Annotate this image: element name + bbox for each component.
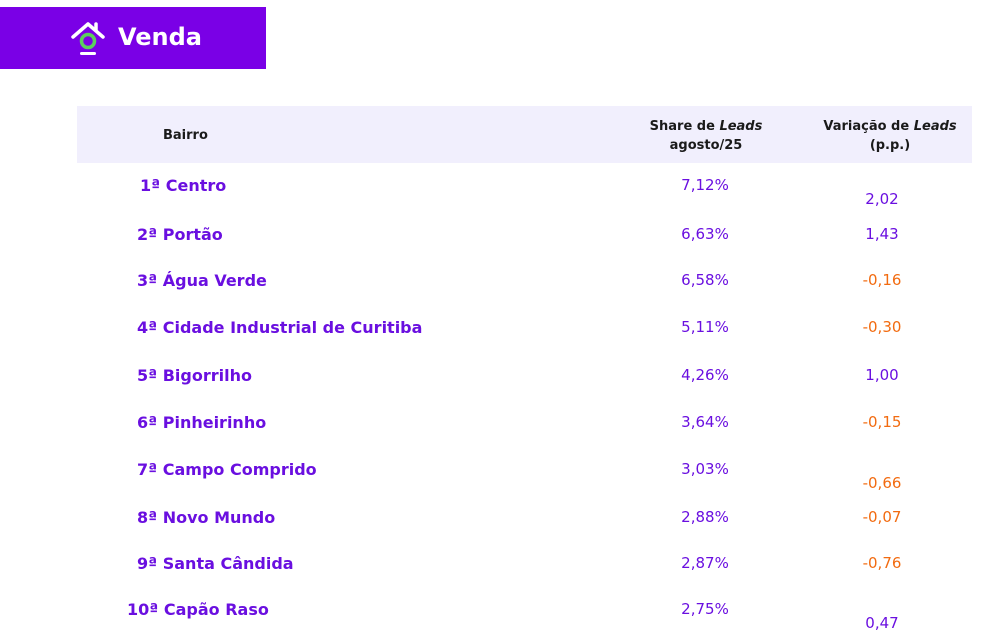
banner-title: Venda <box>118 23 202 51</box>
row-variation: -0,66 <box>862 474 902 492</box>
table-row: 3ª Água Verde 6,58% -0,16 <box>0 271 981 301</box>
table-row: 9ª Santa Cândida 2,87% -0,76 <box>0 554 981 584</box>
row-variation: -0,30 <box>862 318 902 336</box>
table-row: 5ª Bigorrilho 4,26% 1,00 <box>0 366 981 396</box>
table-row: 1ª Centro 7,12% 2,02 <box>0 176 981 208</box>
row-variation: -0,76 <box>862 554 902 572</box>
row-bairro: 9ª Santa Cândida <box>137 554 294 573</box>
row-bairro: 6ª Pinheirinho <box>137 413 267 432</box>
row-bairro: 2ª Portão <box>137 225 223 244</box>
row-variation: 2,02 <box>865 190 899 208</box>
row-variation: 1,00 <box>865 366 899 384</box>
table-row: 2ª Portão 6,63% 1,43 <box>0 225 981 255</box>
row-variation: -0,16 <box>862 271 902 289</box>
table-row: 6ª Pinheirinho 3,64% -0,15 <box>0 413 981 443</box>
row-share: 3,03% <box>681 460 729 478</box>
header-share-period: agosto/25 <box>669 138 743 153</box>
table-row: 10ª Capão Raso 2,75% 0,47 <box>0 600 981 632</box>
row-bairro: 1ª Centro <box>140 176 227 195</box>
header-var-em: Leads <box>913 119 957 134</box>
row-variation: -0,07 <box>862 508 902 526</box>
row-variation: 1,43 <box>865 225 899 243</box>
row-share: 5,11% <box>681 318 729 336</box>
row-share: 2,88% <box>681 508 729 526</box>
header-var-prefix: Variação de <box>823 119 914 134</box>
row-bairro: 7ª Campo Comprido <box>137 460 317 479</box>
row-bairro: 10ª Capão Raso <box>127 600 269 619</box>
table-header: Bairro Share de Leads agosto/25 Variação… <box>77 106 972 163</box>
row-share: 2,87% <box>681 554 729 572</box>
row-bairro: 5ª Bigorrilho <box>137 366 252 385</box>
header-variation: Variação de Leads (p.p.) <box>810 117 970 155</box>
table-row: 4ª Cidade Industrial de Curitiba 5,11% -0,… <box>0 318 981 348</box>
header-share-prefix: Share de <box>649 119 720 134</box>
table-row: 8ª Novo Mundo 2,88% -0,07 <box>0 508 981 538</box>
row-variation: 0,47 <box>865 614 899 632</box>
page-banner: Venda <box>0 7 266 69</box>
row-bairro: 4ª Cidade Industrial de Curitiba <box>137 318 423 337</box>
table-row: 7ª Campo Comprido 3,03% -0,66 <box>0 460 981 492</box>
header-share-em: Leads <box>719 119 763 134</box>
header-share: Share de Leads agosto/25 <box>632 117 780 155</box>
header-bairro: Bairro <box>163 128 208 143</box>
row-share: 2,75% <box>681 600 729 618</box>
header-var-unit: (p.p.) <box>869 138 911 153</box>
row-share: 6,58% <box>681 271 729 289</box>
row-share: 6,63% <box>681 225 729 243</box>
row-share: 3,64% <box>681 413 729 431</box>
house-icon <box>71 22 105 55</box>
row-variation: -0,15 <box>862 413 902 431</box>
row-share: 7,12% <box>681 176 729 194</box>
row-bairro: 8ª Novo Mundo <box>137 508 276 527</box>
row-share: 4,26% <box>681 366 729 384</box>
row-bairro: 3ª Água Verde <box>137 271 267 290</box>
